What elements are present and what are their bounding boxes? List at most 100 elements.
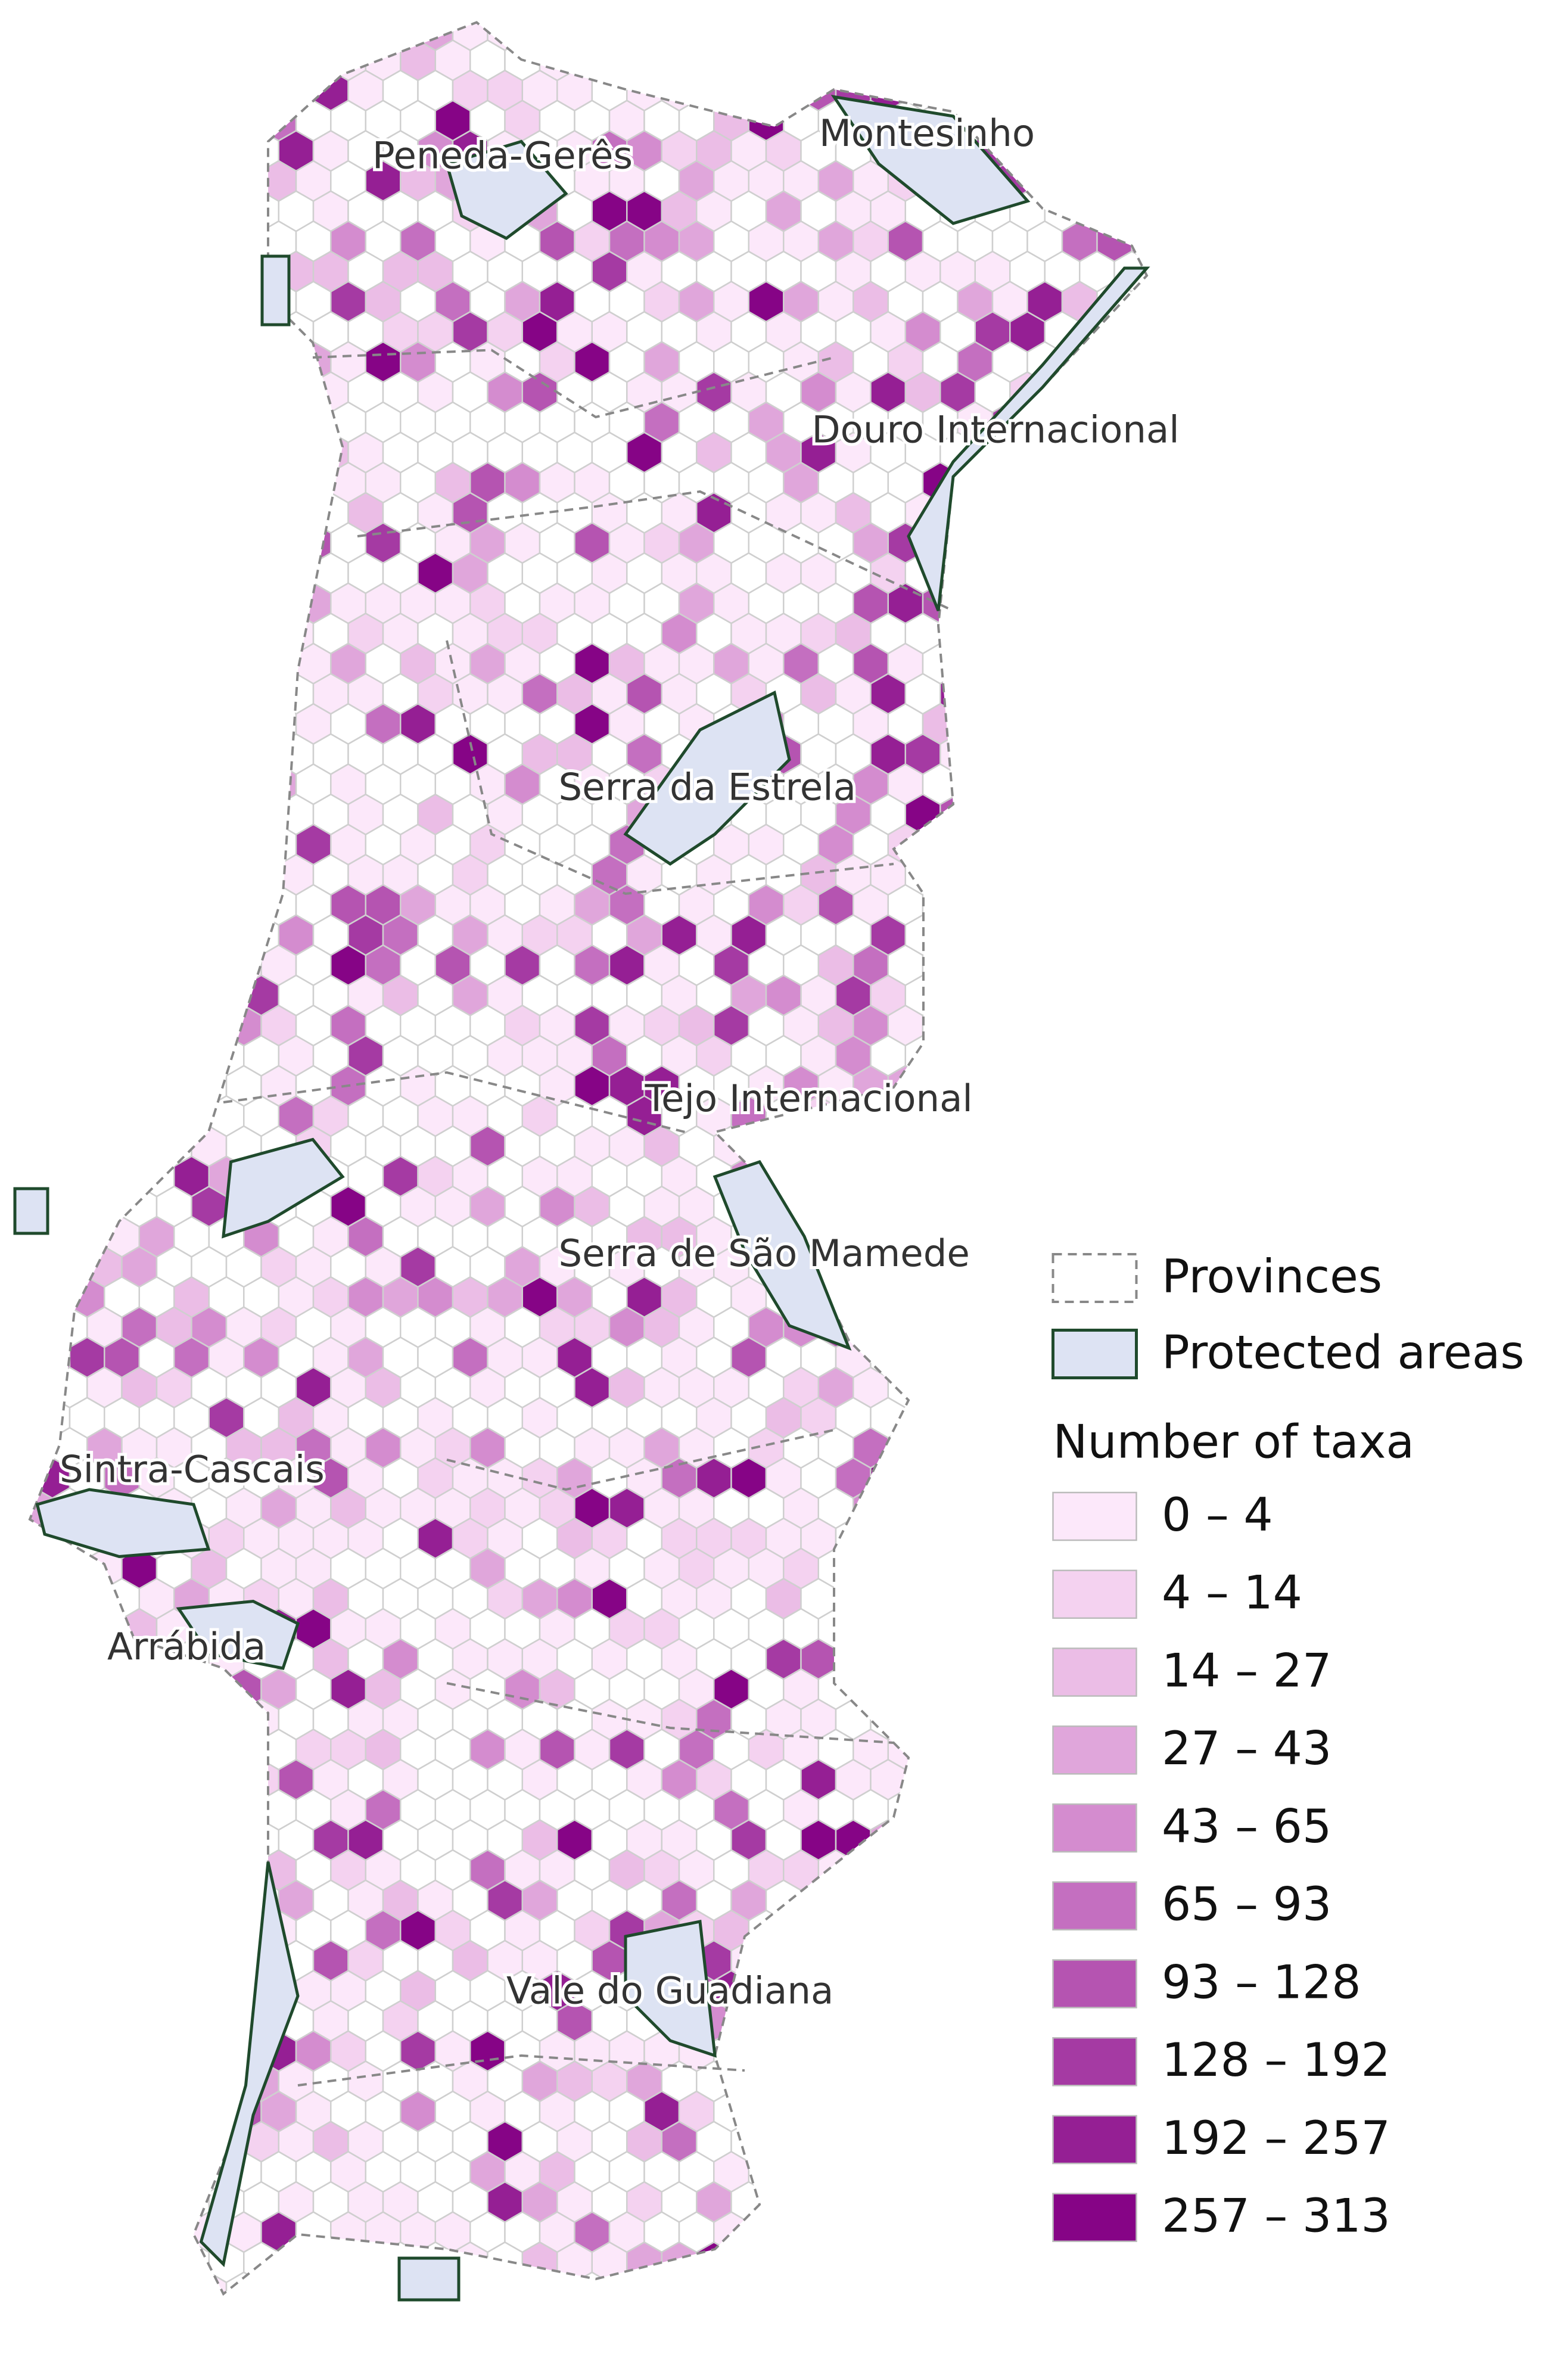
hex-cell (208, 673, 245, 715)
hex-cell (800, 2181, 837, 2223)
hex-cell (208, 552, 245, 595)
hex-cell (29, 944, 53, 987)
hex-cell (86, 702, 123, 745)
hex-cell (69, 854, 105, 896)
hex-cell (138, 552, 175, 595)
hex-cell (939, 1698, 976, 1740)
hex-cell (0, 2031, 17, 2072)
hex-cell (138, 69, 175, 112)
hex-cell (29, 733, 36, 775)
hex-cell (191, 2090, 228, 2132)
hex-cell (748, 2090, 785, 2132)
hex-cell (86, 944, 123, 987)
hex-cell (17, 0, 52, 20)
hex-cell (122, 0, 157, 20)
hex-cell (29, 2181, 36, 2223)
hex-cell (69, 1758, 105, 1801)
hex-cell (1166, 1006, 1202, 1046)
hex-cell (1009, 1698, 1046, 1740)
hex-cell (1009, 1457, 1046, 1499)
hex-cell (1149, 1096, 1184, 1137)
hex-cell (852, 1970, 889, 2012)
hex-cell (86, 2150, 123, 2193)
hex-cell (155, 401, 192, 443)
hex-cell (86, 1185, 123, 1228)
hex-cell (1009, 2181, 1046, 2223)
hex-cell (974, 1879, 1011, 1922)
legend-label: 14 – 27 (1162, 1644, 1331, 1697)
hex-cell (749, 2333, 783, 2366)
hex-cell (86, 1849, 123, 1891)
hex-cell (974, 2060, 1011, 2103)
hex-cell (974, 613, 1011, 655)
hex-cell (29, 1397, 36, 1439)
hex-cell (29, 2211, 53, 2253)
hex-cell (922, 1185, 959, 1228)
hex-cell (1044, 974, 1081, 1016)
hex-cell (69, 250, 105, 293)
hex-cell (957, 0, 993, 20)
hex-cell (974, 1095, 1011, 1137)
hex-cell (103, 673, 140, 715)
hex-cell (0, 1066, 17, 1106)
hex-cell (138, 2241, 175, 2284)
hex-cell (817, 1909, 854, 1952)
hex-cell (645, 0, 680, 20)
hex-cell (627, 2303, 662, 2343)
hex-cell (991, 642, 1028, 685)
hex-cell (29, 1909, 53, 1952)
hex-cell (1044, 1034, 1081, 1077)
hex-cell (138, 310, 175, 353)
hex-cell (1044, 793, 1081, 836)
hex-cell (922, 823, 959, 866)
hex-cell (1113, 613, 1147, 655)
hex-cell (29, 1668, 53, 1711)
hex-cell (208, 371, 245, 413)
hex-cell (0, 2091, 17, 2132)
hex-cell (1131, 642, 1147, 685)
hex-cell (1096, 341, 1133, 383)
hex-cell (225, 823, 262, 866)
hex-cell (34, 492, 71, 534)
hex-cell (121, 1005, 158, 1047)
hex-cell (208, 1879, 245, 1922)
hex-cell (1009, 2241, 1046, 2284)
hex-cell (0, 2152, 17, 2192)
hex-cell (539, 2271, 575, 2294)
hex-cell (940, 2303, 975, 2343)
hex-cell (957, 1185, 994, 1228)
hex-cell (817, 2030, 854, 2072)
hex-cell (208, 22, 245, 51)
hex-cell (748, 39, 785, 82)
hex-cell (1009, 1758, 1046, 1801)
hex-cell (29, 1457, 36, 1499)
hex-cell (138, 733, 175, 775)
hex-cell (852, 1125, 889, 1167)
hex-cell (225, 1909, 262, 1952)
hex-cell (696, 2303, 731, 2343)
hex-cell (800, 2121, 837, 2163)
hex-cell (1026, 823, 1063, 866)
hex-cell (51, 461, 88, 504)
hex-cell (819, 0, 854, 20)
hex-cell (312, 22, 349, 51)
hex-cell (86, 2271, 123, 2294)
hex-cell (0, 0, 17, 20)
hex-cell (453, 2303, 488, 2343)
hex-cell (1009, 492, 1046, 534)
hex-cell (782, 2211, 819, 2253)
hex-cell (121, 763, 158, 806)
hex-cell (155, 1970, 192, 2012)
hex-cell (0, 1669, 17, 1709)
hex-cell (121, 702, 158, 745)
hex-cell (209, 2303, 244, 2343)
hex-cell (835, 1155, 872, 1198)
hex-cell (69, 1155, 105, 1198)
hex-cell (103, 1879, 140, 1922)
hex-cell (173, 854, 210, 896)
hex-cell (69, 2060, 105, 2103)
hex-cell (974, 552, 1011, 595)
hex-cell (1009, 1517, 1046, 1560)
hex-cell (34, 2000, 71, 2042)
hex-cell (191, 160, 228, 202)
